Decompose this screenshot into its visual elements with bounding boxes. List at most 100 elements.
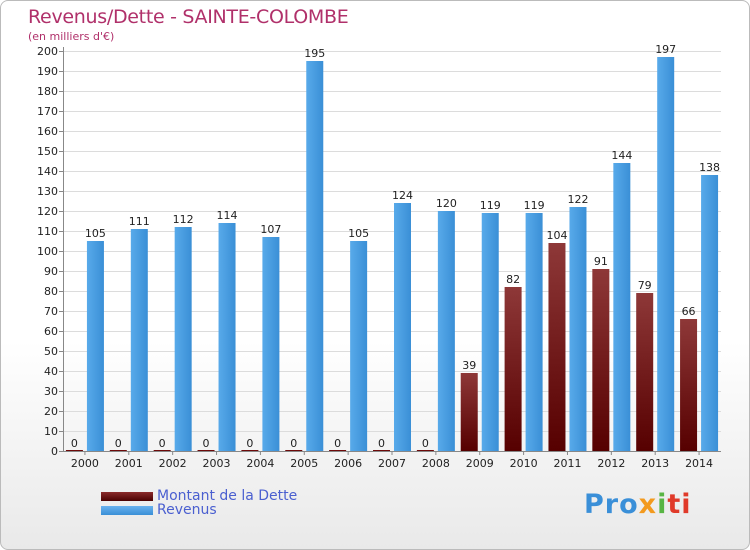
data-label-dette-2005: 0	[290, 437, 297, 450]
y-tick-label-130: 130	[37, 185, 58, 198]
y-tick-label-150: 150	[37, 145, 58, 158]
x-tick-label-2008: 2008	[422, 457, 450, 470]
data-label-dette-2006: 0	[334, 437, 341, 450]
bar-revenus-2013	[657, 57, 675, 451]
y-tick-label-160: 160	[37, 125, 58, 138]
x-tick-label-2000: 2000	[71, 457, 99, 470]
x-tick-label-2009: 2009	[466, 457, 494, 470]
logo-part-1: Pro	[584, 489, 639, 520]
logo-part-4: ti	[667, 489, 692, 520]
bar-revenus-2000	[86, 241, 104, 451]
data-label-revenus-2008: 120	[436, 197, 457, 210]
data-label-revenus-2006: 105	[348, 227, 369, 240]
y-tick-label-50: 50	[44, 345, 58, 358]
bar-dette-2007	[373, 450, 390, 451]
legend-label-dette: Montant de la Dette	[157, 488, 298, 504]
x-tick-label-2001: 2001	[115, 457, 143, 470]
y-tick-label-80: 80	[44, 285, 58, 298]
data-label-revenus-2002: 112	[173, 213, 194, 226]
y-tick-label-10: 10	[44, 425, 58, 438]
data-label-revenus-2000: 105	[85, 227, 106, 240]
data-label-dette-2014: 66	[682, 305, 696, 318]
data-label-revenus-2007: 124	[392, 189, 413, 202]
bar-revenus-2001	[130, 229, 148, 451]
legend-label-revenus: Revenus	[157, 502, 217, 518]
y-tick-label-30: 30	[44, 385, 58, 398]
y-tick-label-0: 0	[51, 445, 58, 458]
chart-title: Revenus/Dette - SAINTE-COLOMBE	[28, 6, 349, 28]
data-label-dette-2010: 82	[506, 273, 520, 286]
data-label-dette-2004: 0	[246, 437, 253, 450]
bar-revenus-2014	[701, 175, 719, 451]
bar-revenus-2008	[437, 211, 455, 451]
data-label-dette-2003: 0	[203, 437, 210, 450]
bar-dette-2003	[197, 450, 215, 451]
y-tick-label-40: 40	[44, 365, 58, 378]
bar-dette-2009	[460, 373, 478, 451]
bar-revenus-2009	[481, 213, 499, 451]
x-tick-label-2013: 2013	[641, 457, 669, 470]
bar-dette-2012	[592, 269, 610, 451]
data-label-dette-2001: 0	[115, 437, 122, 450]
bar-dette-2014	[680, 319, 698, 451]
data-label-dette-2012: 91	[594, 255, 608, 268]
bar-dette-2008	[416, 450, 434, 451]
bar-revenus-2005	[306, 61, 324, 451]
data-label-revenus-2003: 114	[217, 209, 238, 222]
data-label-dette-2008: 0	[422, 437, 429, 450]
data-label-revenus-2010: 119	[524, 199, 545, 212]
bar-dette-2000	[65, 450, 83, 451]
y-tick-label-110: 110	[37, 225, 58, 238]
bar-revenus-2003	[218, 223, 236, 451]
x-tick-label-2007: 2007	[378, 457, 406, 470]
y-tick-label-180: 180	[37, 85, 58, 98]
x-tick-label-2014: 2014	[685, 457, 713, 470]
data-label-revenus-2001: 111	[129, 215, 150, 228]
x-tick-label-2002: 2002	[159, 457, 187, 470]
bar-dette-2002	[153, 450, 171, 451]
x-tick-label-2005: 2005	[290, 457, 318, 470]
bar-revenus-2004	[262, 237, 280, 451]
data-label-revenus-2014: 138	[699, 161, 720, 174]
data-label-revenus-2009: 119	[480, 199, 501, 212]
y-tick-label-120: 120	[37, 205, 58, 218]
legend-swatch-dette	[101, 491, 153, 501]
legend-item-dette: Montant de la Dette	[101, 488, 297, 504]
data-label-dette-2009: 39	[462, 359, 476, 372]
data-label-revenus-2004: 107	[260, 223, 281, 236]
y-tick-label-170: 170	[37, 105, 58, 118]
x-tick-label-2011: 2011	[553, 457, 581, 470]
y-tick-label-90: 90	[44, 265, 58, 278]
data-label-revenus-2013: 197	[655, 43, 676, 56]
bar-revenus-2006	[350, 241, 368, 451]
bar-dette-2001	[109, 450, 127, 451]
bar-dette-2005	[285, 450, 303, 451]
bar-revenus-2012	[613, 163, 631, 451]
data-label-dette-2000: 0	[71, 437, 78, 450]
x-tick-label-2012: 2012	[597, 457, 625, 470]
data-label-dette-2007: 0	[378, 437, 385, 450]
legend-item-revenus: Revenus	[101, 502, 217, 518]
proxiti-logo: Proxiti	[584, 489, 692, 520]
bar-dette-2010	[504, 287, 522, 451]
data-label-revenus-2005: 195	[304, 47, 325, 60]
y-tick-label-20: 20	[44, 405, 58, 418]
y-tick-label-140: 140	[37, 165, 58, 178]
logo-part-2: x	[638, 489, 658, 520]
bar-revenus-2007	[394, 203, 411, 451]
bar-dette-2006	[329, 450, 347, 451]
data-label-revenus-2012: 144	[611, 149, 632, 162]
x-tick-label-2003: 2003	[203, 457, 231, 470]
y-tick-label-70: 70	[44, 305, 58, 318]
y-tick-label-200: 200	[37, 45, 58, 58]
data-label-dette-2011: 104	[546, 229, 567, 242]
legend-swatch-revenus	[101, 505, 153, 515]
chart-subtitle: (en milliers d'€)	[28, 30, 115, 43]
x-tick-label-2010: 2010	[510, 457, 538, 470]
data-label-revenus-2011: 122	[567, 193, 588, 206]
data-label-dette-2013: 79	[638, 279, 652, 292]
y-tick-label-100: 100	[37, 245, 58, 258]
bar-revenus-2002	[174, 227, 192, 451]
logo-part-3: i	[657, 489, 668, 520]
